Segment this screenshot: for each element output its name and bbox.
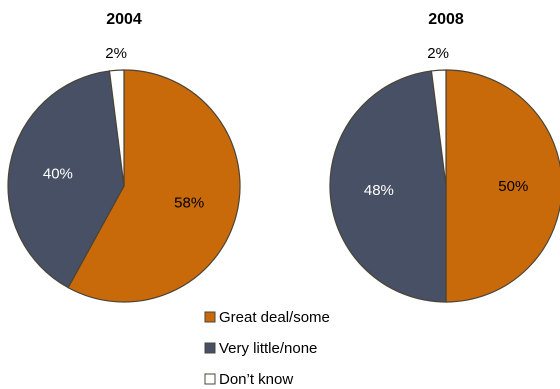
- data-label-great-deal-some: 58%: [174, 195, 204, 212]
- legend-swatch-very-little-none: [204, 342, 216, 354]
- legend-swatch-great-deal-some: [204, 311, 216, 323]
- pie-slice-very-little-none: [329, 70, 447, 303]
- pie-chart-2004: 2004 58% 40% 2%: [7, 11, 241, 303]
- legend-swatch-dont-know: [204, 373, 216, 385]
- legend: Great deal/some Very little/none Don’t kno…: [204, 309, 330, 388]
- pie-slice-dont-know: [430, 69, 447, 187]
- pie-slice-great-deal-some: [67, 69, 241, 303]
- data-label-very-little-none: 48%: [364, 182, 394, 199]
- data-label-dont-know: 2%: [105, 45, 127, 62]
- pie-slice-very-little-none: [7, 70, 125, 289]
- chart-title: 2008: [428, 11, 464, 28]
- data-label-dont-know: 2%: [427, 45, 449, 62]
- data-label-very-little-none: 40%: [43, 165, 73, 182]
- legend-label-dont-know: Don’t know: [219, 371, 293, 388]
- pie-slice-dont-know: [108, 69, 125, 187]
- chart-title: 2004: [106, 11, 142, 28]
- data-label-great-deal-some: 50%: [498, 178, 528, 195]
- pie-slice-great-deal-some: [445, 69, 560, 303]
- legend-label-great-deal-some: Great deal/some: [219, 309, 330, 326]
- pie-chart-2008: 2008 50% 48% 2%: [329, 11, 560, 303]
- legend-label-very-little-none: Very little/none: [219, 340, 317, 357]
